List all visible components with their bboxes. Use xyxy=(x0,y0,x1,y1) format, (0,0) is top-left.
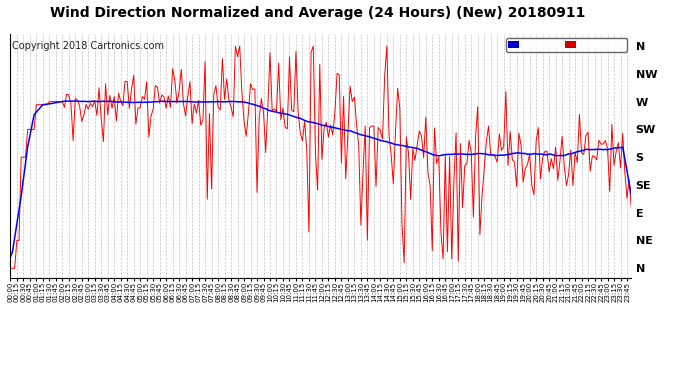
Legend: Average, Direction: Average, Direction xyxy=(506,38,627,52)
Text: Copyright 2018 Cartronics.com: Copyright 2018 Cartronics.com xyxy=(12,41,164,51)
Text: Wind Direction Normalized and Average (24 Hours) (New) 20180911: Wind Direction Normalized and Average (2… xyxy=(50,6,585,20)
